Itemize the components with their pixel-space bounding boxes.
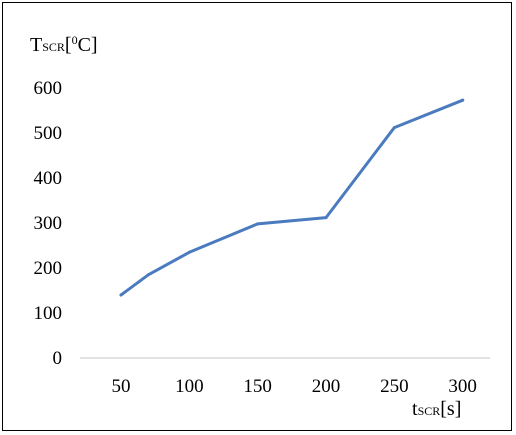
y-tick-label: 0 [53, 348, 63, 369]
x-tick-label: 100 [175, 376, 204, 397]
y-tick-label: 200 [34, 258, 63, 279]
y-tick-label: 500 [34, 123, 63, 144]
y-axis-title: TSCR[0C] [30, 33, 98, 56]
data-points [119, 98, 465, 297]
series-line [119, 98, 465, 297]
data-point [461, 98, 465, 102]
y-tick-label: 600 [34, 78, 63, 99]
x-tick-label: 50 [112, 376, 131, 397]
data-point [256, 222, 260, 226]
x-axis-title: tSCR[s] [412, 398, 461, 420]
y-tick-label: 400 [34, 168, 63, 189]
data-point [324, 216, 328, 220]
x-tick-labels: 50 100 150 200 250 300 [112, 376, 477, 397]
data-point [392, 126, 396, 130]
x-tick-label: 250 [380, 376, 409, 397]
data-point [119, 293, 123, 297]
y-tick-label: 100 [34, 303, 63, 324]
x-tick-label: 150 [243, 376, 272, 397]
x-tick-label: 200 [312, 376, 341, 397]
data-point [187, 250, 191, 254]
y-tick-label: 300 [34, 213, 63, 234]
y-tick-labels: 0 100 200 300 400 500 600 [34, 78, 63, 369]
x-tick-label: 300 [448, 376, 477, 397]
data-point [146, 273, 150, 277]
chart-frame [2, 2, 512, 431]
